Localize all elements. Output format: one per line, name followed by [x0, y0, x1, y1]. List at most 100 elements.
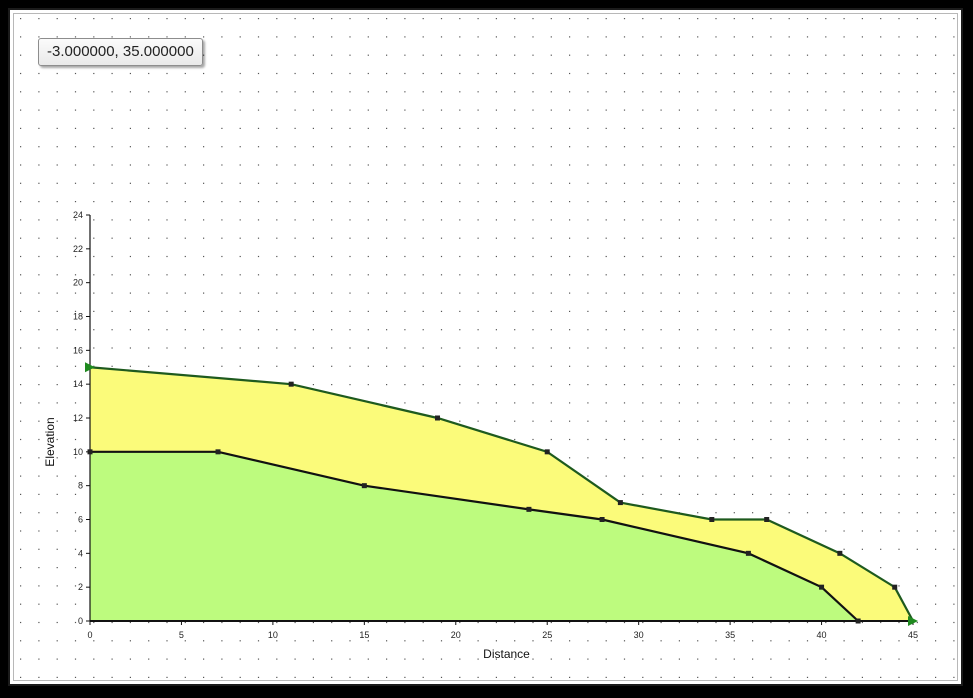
grid-dot	[221, 54, 223, 56]
grid-dot	[715, 274, 717, 276]
grid-dot	[806, 365, 809, 367]
grid-dot	[843, 164, 845, 166]
grid-dot	[898, 420, 900, 422]
grid-dot	[953, 237, 955, 239]
grid-dot	[74, 603, 77, 605]
grid-dot	[569, 640, 571, 642]
grid-dot	[953, 72, 955, 75]
grid-dot	[184, 182, 186, 184]
grid-dot	[752, 676, 754, 678]
grid-dot	[752, 384, 754, 386]
grid-dot	[276, 219, 278, 221]
grid-dot	[550, 255, 552, 258]
grid-dot	[916, 621, 918, 624]
grid-dot	[861, 91, 863, 93]
elevation-profile-chart[interactable]: 0 5 10 15 20 25 30 35 40 45024681012141618202224 …	[10, 10, 965, 688]
grid-dot	[825, 274, 827, 276]
grid-dot	[386, 182, 388, 184]
grid-dot	[294, 54, 296, 56]
grid-dot	[221, 640, 223, 642]
grid-dot	[806, 621, 809, 624]
grid-dot	[386, 164, 388, 166]
grid-dot	[861, 347, 863, 349]
grid-dot	[294, 127, 296, 129]
grid-dot	[111, 292, 113, 294]
grid-dot	[239, 640, 241, 642]
grid-dot	[880, 146, 882, 148]
grid-dot	[770, 640, 772, 642]
grid-dot	[697, 420, 699, 422]
grid-dot	[257, 18, 260, 20]
grid-dot	[56, 603, 58, 605]
grid-dot	[788, 310, 790, 312]
grid-dot	[203, 365, 205, 367]
grid-dot	[916, 438, 918, 441]
grid-dot	[459, 292, 461, 294]
grid-dot	[880, 237, 882, 239]
grid-dot	[129, 182, 131, 184]
grid-dot	[569, 36, 571, 38]
grid-dot	[642, 109, 644, 111]
grid-dot	[239, 255, 241, 258]
grid-dot	[605, 347, 607, 349]
y-tick-label: 8	[78, 481, 83, 491]
grid-dot	[294, 36, 296, 38]
grid-dot	[20, 493, 22, 495]
grid-dot	[477, 72, 479, 75]
grid-dot	[916, 548, 918, 550]
grid-dot	[331, 109, 333, 111]
grid-dot	[386, 274, 388, 276]
grid-dot	[148, 182, 150, 184]
grid-dot	[221, 18, 223, 20]
grid-dot	[825, 18, 827, 20]
grid-dot	[312, 18, 314, 20]
grid-dot	[56, 420, 58, 422]
grid-dot	[678, 384, 680, 386]
grid-dot	[825, 402, 827, 404]
grid-dot	[93, 91, 95, 93]
grid-dot	[916, 255, 918, 258]
grid-dot	[935, 420, 937, 422]
grid-dot	[660, 420, 662, 422]
grid-dot	[422, 640, 424, 642]
grid-dot	[587, 219, 589, 221]
grid-dot	[514, 72, 516, 75]
grid-dot	[38, 237, 40, 239]
grid-dot	[404, 36, 406, 38]
grid-dot	[752, 329, 754, 331]
grid-dot	[294, 219, 296, 221]
grid-dot	[623, 54, 626, 56]
grid-dot	[93, 658, 95, 660]
grid-dot	[532, 658, 534, 660]
grid-dot	[935, 146, 937, 148]
grid-dot	[312, 201, 314, 203]
grid-dot	[770, 18, 772, 20]
grid-dot	[935, 164, 937, 166]
grid-dot	[38, 91, 40, 93]
grid-dot	[349, 36, 351, 38]
grid-dot	[367, 54, 369, 56]
grid-dot	[477, 237, 479, 239]
grid-dot	[459, 36, 461, 38]
vertex-point	[837, 550, 843, 556]
grid-dot	[276, 109, 278, 111]
grid-dot	[843, 219, 845, 221]
grid-dot	[203, 109, 205, 111]
grid-dot	[569, 274, 571, 276]
grid-dot	[74, 567, 77, 569]
grid-dot	[56, 585, 58, 587]
grid-dot	[825, 255, 827, 258]
x-tick-label: 15	[359, 630, 369, 640]
grid-dot	[605, 36, 607, 38]
grid-dot	[697, 91, 699, 93]
grid-dot	[276, 365, 278, 367]
grid-dot	[367, 127, 369, 129]
grid-dot	[331, 219, 333, 221]
grid-dot	[203, 621, 205, 624]
grid-dot	[825, 658, 827, 660]
grid-dot	[477, 219, 479, 221]
grid-dot	[221, 237, 223, 239]
grid-dot	[788, 365, 790, 367]
grid-dot	[495, 146, 497, 148]
grid-dot	[605, 54, 607, 56]
